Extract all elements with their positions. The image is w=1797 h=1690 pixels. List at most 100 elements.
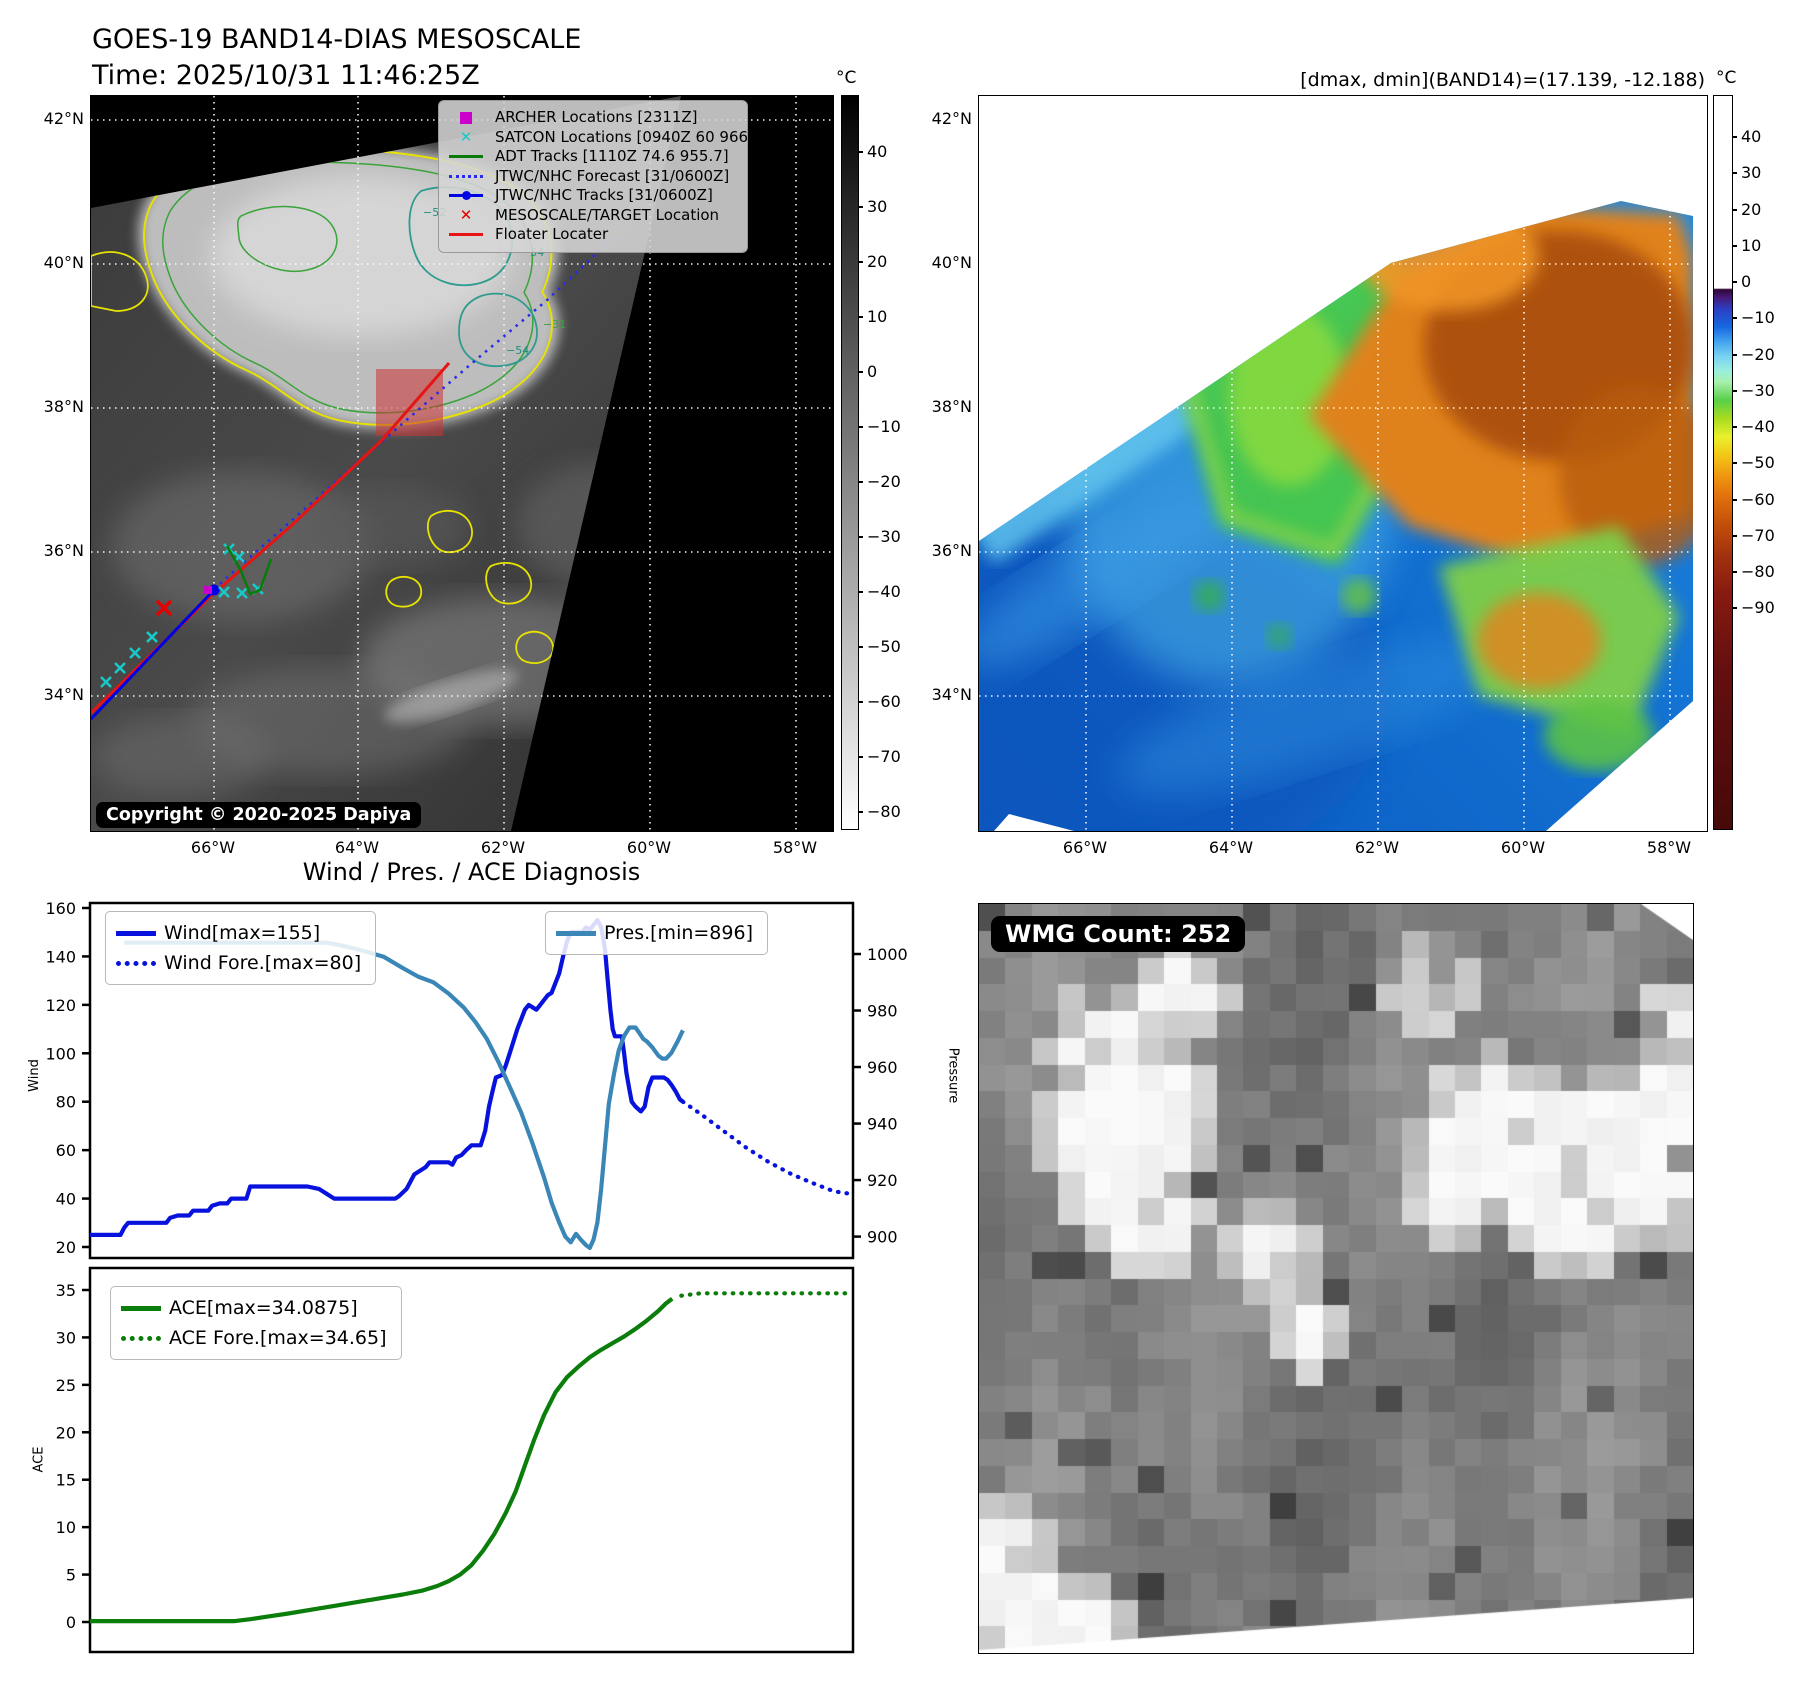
- colorbar-tick-mark: [858, 646, 863, 648]
- band14-map-legend: ARCHER Locations [2311Z] ✕ SATCON Location…: [438, 100, 754, 253]
- svg-text:20: 20: [56, 1423, 76, 1442]
- colorbar-tick-label: −10: [1741, 308, 1775, 328]
- colorbar-tick-mark: [1732, 136, 1737, 138]
- band14-title-line2: Time: 2025/10/31 11:46:25Z: [92, 60, 480, 91]
- chart-legend-box: ACE[max=34.0875] ACE Fore.[max=34.65]: [110, 1286, 402, 1360]
- lon-label: 58°W: [772, 838, 818, 857]
- colorbar-tick-label: −40: [867, 582, 901, 601]
- wmg-count-badge: WMG Count: 252: [991, 916, 1246, 952]
- colorbar-tick-label: 10: [867, 307, 888, 326]
- svg-text:980: 980: [867, 1002, 898, 1021]
- colorbar-tick-mark: [1732, 244, 1737, 247]
- square-legend-icon: [445, 111, 487, 124]
- chart-legend-label: ACE[max=34.0875]: [169, 1297, 358, 1319]
- colorbar-tick-mark: [858, 811, 863, 813]
- line-legend-icon: [445, 155, 487, 159]
- diagnosis-title: Wind / Pres. / ACE Diagnosis: [302, 858, 641, 886]
- colorbar-tick-label: 10: [1741, 235, 1762, 255]
- svg-text:5: 5: [66, 1566, 76, 1585]
- chart-legend-label: ACE Fore.[max=34.65]: [169, 1327, 387, 1349]
- wmg-panel[interactable]: WMG Count: 252: [978, 903, 1694, 1654]
- colorbar-tick-label: −20: [1741, 344, 1775, 364]
- map-legend-item: ADT Tracks [1110Z 74.6 955.7]: [445, 147, 737, 167]
- wind-axis-label: Wind: [26, 1059, 42, 1092]
- map-legend-label: ARCHER Locations [2311Z]: [495, 108, 698, 126]
- lat-label: 36°N: [43, 541, 84, 560]
- awv-gridlines: [979, 96, 1707, 831]
- svg-text:120: 120: [45, 996, 76, 1015]
- band14-title: GOES-19 BAND14-DIAS MESOSCALE Time: 2025…: [92, 22, 581, 94]
- colorbar-tick-label: −30: [867, 527, 901, 546]
- colorbar-tick-mark: [1732, 281, 1737, 283]
- svg-text:−54: −54: [506, 344, 529, 357]
- colorbar-tick-label: −50: [867, 637, 901, 656]
- lon-label: 66°W: [1062, 838, 1108, 857]
- band14-title-line1: GOES-19 BAND14-DIAS MESOSCALE: [92, 24, 582, 55]
- map-legend-item: ARCHER Locations [2311Z]: [445, 108, 737, 128]
- map-legend-item: ✕ SATCON Locations [0940Z 60 966]: [445, 127, 754, 148]
- colorbar-tick-label: 20: [1741, 199, 1762, 219]
- line-legend-icon: [445, 233, 487, 237]
- colorbar-tick-mark: [1732, 534, 1737, 537]
- colorbar-tick-label: 20: [867, 252, 888, 271]
- colorbar-tick-label: 40: [1741, 127, 1762, 146]
- band14-map-panel[interactable]: −54 −31 −54 −52 ARCHER Locations [2311Z] ✕ SA…: [90, 95, 834, 832]
- colorbar-tick-mark: [858, 151, 863, 153]
- lon-label: 60°W: [626, 838, 672, 857]
- svg-text:900: 900: [867, 1228, 898, 1247]
- colorbar-tick-mark: [858, 701, 863, 703]
- svg-text:−31: −31: [543, 318, 566, 331]
- colorbar-tick-mark: [858, 756, 863, 758]
- colorbar-tick-mark: [1732, 462, 1737, 465]
- map-legend-item: Floater Locater: [445, 225, 737, 245]
- x-legend-icon: ✕: [459, 127, 473, 146]
- colorbar-tick-mark: [1732, 317, 1737, 320]
- lat-label: 38°N: [931, 397, 972, 416]
- dotted-line-legend-icon: [116, 960, 156, 966]
- colorbar-tick-mark: [1732, 607, 1737, 610]
- svg-text:960: 960: [867, 1058, 898, 1077]
- colorbar-tick-label: −50: [1741, 453, 1775, 473]
- chart-legend-label: Wind[max=155]: [164, 922, 321, 944]
- lat-label: 40°N: [931, 253, 972, 272]
- awv-colorbar-unit: °C: [1716, 68, 1737, 88]
- lon-label: 58°W: [1646, 838, 1692, 857]
- colorbar-tick-label: −90: [1741, 598, 1775, 618]
- awv-map-panel[interactable]: [978, 95, 1708, 832]
- lat-label: 36°N: [931, 541, 972, 560]
- map-legend-label: JTWC/NHC Forecast [31/0600Z]: [495, 166, 730, 185]
- chart-legend-box: Pres.[min=896]: [545, 911, 768, 955]
- colorbar-tick-mark: [858, 536, 863, 538]
- colorbar-tick-label: −70: [1741, 525, 1775, 545]
- band14-colorbar-unit: °C: [836, 68, 857, 88]
- colorbar-tick-label: −60: [867, 692, 901, 711]
- lon-label: 64°W: [1208, 838, 1254, 857]
- colorbar-tick-mark: [858, 316, 863, 318]
- colorbar-tick-mark: [1732, 498, 1737, 501]
- svg-text:1000: 1000: [867, 945, 908, 964]
- chart-legend-item: Wind[max=155]: [116, 918, 361, 948]
- pressure-axis-label: Pressure: [945, 1047, 961, 1104]
- copyright-watermark: Copyright © 2020-2025 Dapiya: [96, 802, 422, 828]
- lat-label: 42°N: [931, 109, 972, 128]
- chart-legend-item: ACE[max=34.0875]: [121, 1293, 387, 1323]
- map-legend-label: ADT Tracks [1110Z 74.6 955.7]: [495, 147, 729, 165]
- lat-label: 40°N: [43, 253, 84, 272]
- svg-text:10: 10: [56, 1518, 76, 1537]
- chart-legend-box: Wind[max=155] Wind Fore.[max=80]: [105, 911, 377, 985]
- map-legend-label: MESOSCALE/TARGET Location: [495, 205, 720, 224]
- lon-label: 60°W: [1500, 838, 1546, 857]
- map-legend-item: JTWC/NHC Tracks [31/0600Z]: [445, 186, 737, 206]
- svg-text:25: 25: [56, 1376, 76, 1395]
- colorbar-tick-mark: [1732, 389, 1737, 392]
- colorbar-tick-label: 30: [1741, 163, 1762, 183]
- map-legend-label: JTWC/NHC Tracks [31/0600Z]: [495, 186, 713, 204]
- map-legend-item: JTWC/NHC Forecast [31/0600Z]: [445, 167, 737, 187]
- solid-line-legend-icon: [556, 930, 596, 936]
- colorbar-tick-label: −30: [1741, 380, 1775, 400]
- svg-text:920: 920: [867, 1171, 898, 1190]
- svg-text:20: 20: [56, 1238, 76, 1257]
- map-legend-label: SATCON Locations [0940Z 60 966]: [495, 127, 754, 146]
- colorbar-tick-mark: [858, 261, 863, 263]
